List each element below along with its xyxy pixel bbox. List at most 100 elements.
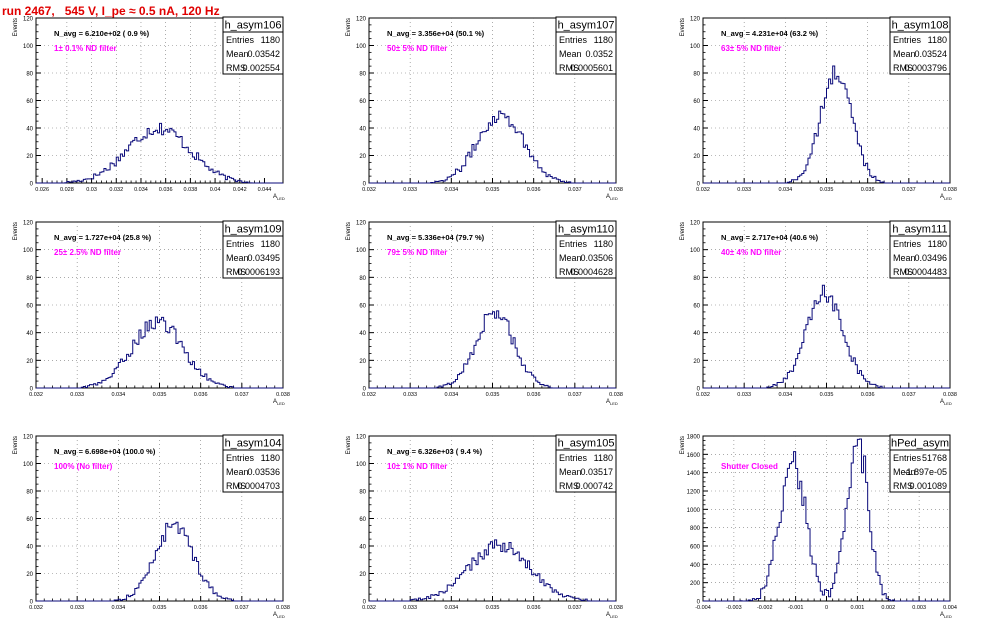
histogram-name: h_asym109 [225, 224, 282, 236]
x-tick-label: 0.032 [362, 605, 376, 611]
x-tick-label: 0.033 [737, 392, 751, 398]
y-tick-label: 100 [23, 462, 34, 468]
histogram-panel-h_asym110: 0 20 40 60 80 100 120 0.032 0.033 0.034 0.035 0.036… [346, 220, 623, 406]
x-axis-label-main: A [273, 194, 277, 200]
histogram-panel-h_asym111: 0 20 40 60 80 100 120 0.032 0.033 0.034 0.035 0.036… [680, 220, 957, 406]
y-tick-label: 120 [690, 17, 701, 23]
x-axis-label-sub: LED [277, 196, 285, 201]
navg-label: N_avg = 6.326e+03 ( 9.4 %) [387, 447, 483, 456]
stat-label-mean: Mean [226, 49, 249, 59]
x-tick-label: 0.038 [609, 392, 623, 398]
x-tick-label: 0.033 [737, 187, 751, 193]
stat-value-mean: 0.03495 [247, 253, 280, 263]
y-tick-label: 40 [359, 127, 366, 133]
y-tick-label: 100 [356, 462, 367, 468]
y-tick-label: 100 [23, 248, 34, 254]
stat-label-rms: RMS [559, 63, 579, 73]
y-tick-label: 40 [359, 331, 366, 337]
x-tick-label: -0.002 [757, 605, 773, 611]
x-tick-label: 0.033 [403, 187, 417, 193]
y-tick-label: 0 [363, 600, 367, 606]
x-tick-label: 0.036 [861, 187, 875, 193]
stat-label-entries: Entries [559, 35, 588, 45]
histogram-line [703, 65, 950, 184]
x-tick-label: 0.032 [696, 187, 710, 193]
stat-label-rms: RMS [226, 481, 246, 491]
histogram-line [703, 438, 950, 602]
filter-label: 50± 5% ND filter [387, 44, 447, 53]
x-tick-label: 0.037 [568, 187, 582, 193]
y-tick-label: 0 [697, 182, 701, 188]
x-tick-label: 0.026 [35, 187, 49, 193]
x-tick-label: 0.037 [902, 187, 916, 193]
x-tick-label: 0.034 [444, 605, 458, 611]
x-tick-label: 0.037 [235, 605, 249, 611]
x-axis-label: ALED [273, 194, 285, 201]
x-axis-label: ALED [606, 612, 618, 619]
x-axis-label-main: A [940, 194, 944, 200]
stat-value-rms: 0.0004703 [237, 481, 280, 491]
y-tick-label: 100 [690, 44, 701, 50]
stat-label-entries: Entries [559, 239, 588, 249]
x-tick-label: 0.035 [486, 187, 500, 193]
x-tick-label: 0.044 [258, 187, 272, 193]
stat-value-rms: 0.002554 [242, 63, 280, 73]
x-tick-label: 0.035 [820, 392, 834, 398]
histogram-name: h_asym108 [892, 20, 949, 32]
y-axis-label: Events [13, 18, 19, 36]
stat-value-rms: 0.0003796 [904, 63, 947, 73]
x-axis-label-main: A [606, 399, 610, 405]
x-tick-label: 0.037 [902, 392, 916, 398]
navg-label: N_avg = 5.336e+04 (79.7 %) [387, 233, 485, 242]
y-tick-label: 60 [359, 99, 366, 105]
stat-value-mean: 0.03517 [580, 467, 613, 477]
x-tick-label: 0.032 [29, 392, 43, 398]
stats-box [889, 434, 951, 493]
histogram-name: h_asym110 [558, 224, 614, 236]
stat-label-mean: Mean [559, 467, 582, 477]
x-tick-label: 0.038 [609, 187, 623, 193]
x-axis-label: ALED [940, 399, 952, 406]
x-tick-label: 0.033 [403, 392, 417, 398]
stat-label-entries: Entries [226, 453, 255, 463]
histogram-line [703, 284, 950, 389]
stat-value-mean: 0.03524 [914, 49, 947, 59]
stat-value-mean: 0.0352 [585, 49, 613, 59]
stats-box [222, 434, 284, 493]
x-tick-label: 0.034 [111, 605, 125, 611]
y-tick-label: 120 [23, 17, 34, 23]
stats-box [555, 434, 617, 493]
x-tick-label: 0.035 [153, 605, 167, 611]
histogram-panel-h_asym104: 0 20 40 60 80 100 120 0.032 0.033 0.034 0.035 0.036… [13, 434, 290, 619]
y-tick-label: 20 [693, 359, 700, 365]
y-tick-label: 20 [693, 154, 700, 160]
stats-box [889, 16, 951, 75]
filter-label: 100% (No filter) [54, 462, 113, 471]
y-tick-label: 1400 [687, 471, 701, 477]
y-tick-label: 60 [693, 304, 700, 310]
y-axis-label: Events [13, 436, 19, 454]
histogram-panel-h_asym108: 0 20 40 60 80 100 120 0.032 0.033 0.034 0.035 0.036… [680, 16, 957, 201]
x-axis-label-sub: LED [277, 614, 285, 619]
x-tick-label: 0.037 [568, 605, 582, 611]
y-tick-label: 0 [697, 387, 701, 393]
y-tick-label: 0 [697, 600, 701, 606]
y-tick-label: 120 [23, 435, 34, 441]
histogram-name: h_asym106 [225, 20, 282, 32]
x-tick-label: 0.035 [486, 605, 500, 611]
x-tick-label: 0.032 [696, 392, 710, 398]
x-tick-label: 0.002 [881, 605, 895, 611]
stat-label-mean: Mean [226, 467, 249, 477]
x-axis-label: ALED [940, 194, 952, 201]
filter-label: 25± 2.5% ND filter [54, 248, 121, 257]
y-axis-label: Events [13, 222, 19, 240]
stat-label-entries: Entries [893, 239, 922, 249]
x-axis-label-main: A [940, 612, 944, 618]
stat-value-rms: 0.0005601 [570, 63, 613, 73]
navg-label: N_avg = 1.727e+04 (25.8 %) [54, 233, 152, 242]
stat-label-mean: Mean [893, 253, 916, 263]
y-tick-label: 0 [30, 600, 34, 606]
histogram-panel-h_asym109: 0 20 40 60 80 100 120 0.032 0.033 0.034 0.035 0.036… [13, 220, 290, 406]
x-tick-label: 0.003 [912, 605, 926, 611]
histogram-panel-hPed_asym: 0 200 400 600 800 1000 1200 1400 1600 1800 -0.004 -… [680, 434, 957, 619]
